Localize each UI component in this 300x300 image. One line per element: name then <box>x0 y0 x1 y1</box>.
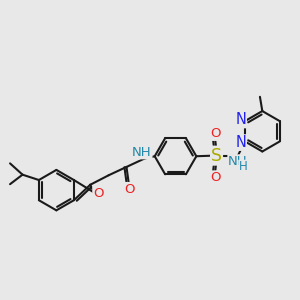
Text: S: S <box>211 147 222 165</box>
Text: O: O <box>124 183 135 196</box>
Text: NH: NH <box>228 155 248 168</box>
Text: O: O <box>93 187 104 200</box>
Text: H: H <box>239 160 248 173</box>
Text: N: N <box>235 135 246 150</box>
Text: NH: NH <box>132 146 152 159</box>
Text: O: O <box>210 127 220 140</box>
Text: O: O <box>210 171 220 184</box>
Text: N: N <box>235 112 246 128</box>
